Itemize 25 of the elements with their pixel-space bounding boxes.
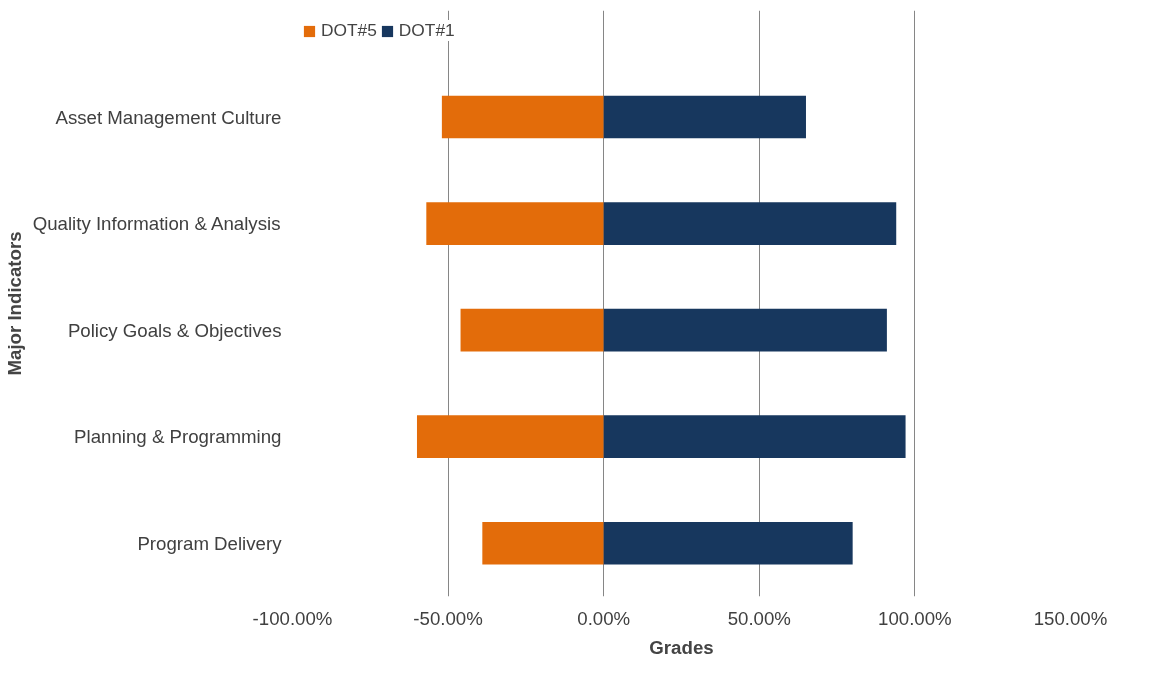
bar (460, 308, 604, 352)
legend-label: DOT#1 (398, 20, 455, 41)
bar (603, 415, 906, 458)
x-tick-label: -100.00% (252, 607, 333, 629)
y-axis-title: Major Indicators (3, 231, 25, 376)
x-tick-label: 150.00% (1033, 607, 1108, 629)
bar (441, 95, 604, 139)
bar (416, 415, 604, 458)
x-axis-title: Grades (649, 636, 714, 658)
bar (603, 521, 853, 565)
y-tick-label: Quality Information & Analysis (32, 213, 281, 235)
bar (603, 202, 897, 245)
x-tick-label: 50.00% (727, 607, 791, 629)
x-tick-label: 100.00% (878, 607, 952, 629)
x-tick-label: -50.00% (413, 607, 483, 629)
bar (426, 202, 604, 245)
bar (603, 95, 806, 139)
y-tick-label: Asset Management Culture (55, 106, 282, 128)
x-tick-label: 0.00% (577, 607, 631, 629)
y-tick-label: Planning & Programming (74, 426, 282, 448)
legend-label: DOT#5 (321, 20, 377, 41)
y-tick-label: Program Delivery (137, 532, 283, 554)
y-tick-label: Policy Goals & Objectives (67, 319, 282, 341)
bar (603, 308, 887, 352)
bar (482, 521, 604, 565)
